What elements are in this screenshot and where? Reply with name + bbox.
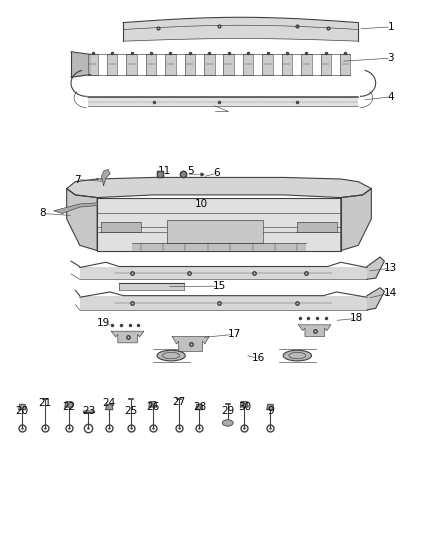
Text: 17: 17 xyxy=(228,329,241,340)
Text: 8: 8 xyxy=(39,208,46,219)
Polygon shape xyxy=(297,222,336,232)
Ellipse shape xyxy=(222,419,233,426)
Text: 19: 19 xyxy=(97,318,110,328)
Polygon shape xyxy=(267,405,274,410)
Text: 5: 5 xyxy=(187,166,194,176)
Text: 9: 9 xyxy=(267,406,274,416)
Text: 25: 25 xyxy=(124,406,138,416)
Polygon shape xyxy=(102,169,110,185)
Text: 20: 20 xyxy=(16,406,29,416)
Polygon shape xyxy=(367,288,385,310)
Text: 28: 28 xyxy=(193,402,206,412)
Text: 24: 24 xyxy=(102,398,116,408)
Text: 3: 3 xyxy=(388,53,394,63)
Polygon shape xyxy=(19,405,26,410)
Polygon shape xyxy=(298,325,331,336)
Text: 15: 15 xyxy=(212,281,226,291)
Text: 1: 1 xyxy=(388,22,394,32)
Text: 27: 27 xyxy=(172,397,186,407)
Ellipse shape xyxy=(283,350,311,361)
Ellipse shape xyxy=(157,350,185,361)
Polygon shape xyxy=(102,222,141,232)
Polygon shape xyxy=(367,257,385,279)
Polygon shape xyxy=(67,189,97,251)
Polygon shape xyxy=(67,177,371,198)
Polygon shape xyxy=(53,203,97,214)
Text: 26: 26 xyxy=(146,402,159,412)
Polygon shape xyxy=(83,410,94,413)
Text: 13: 13 xyxy=(384,263,398,273)
Polygon shape xyxy=(240,402,248,407)
Text: 30: 30 xyxy=(238,402,251,412)
Polygon shape xyxy=(172,336,209,351)
Text: 14: 14 xyxy=(384,288,398,298)
Text: 4: 4 xyxy=(388,92,394,102)
Text: 10: 10 xyxy=(195,199,208,209)
Polygon shape xyxy=(97,198,341,251)
Text: 29: 29 xyxy=(221,406,234,416)
Text: 18: 18 xyxy=(350,313,363,324)
Polygon shape xyxy=(65,402,73,407)
Polygon shape xyxy=(106,405,113,410)
Polygon shape xyxy=(196,405,203,410)
Text: 7: 7 xyxy=(74,174,81,184)
Text: 21: 21 xyxy=(38,398,52,408)
Text: 16: 16 xyxy=(251,353,265,363)
Polygon shape xyxy=(341,189,371,251)
Text: 6: 6 xyxy=(213,168,220,178)
Text: 23: 23 xyxy=(82,406,95,416)
Text: 22: 22 xyxy=(62,402,75,412)
Text: 11: 11 xyxy=(158,166,171,176)
Polygon shape xyxy=(111,331,144,343)
Polygon shape xyxy=(167,220,262,243)
Polygon shape xyxy=(149,402,157,407)
